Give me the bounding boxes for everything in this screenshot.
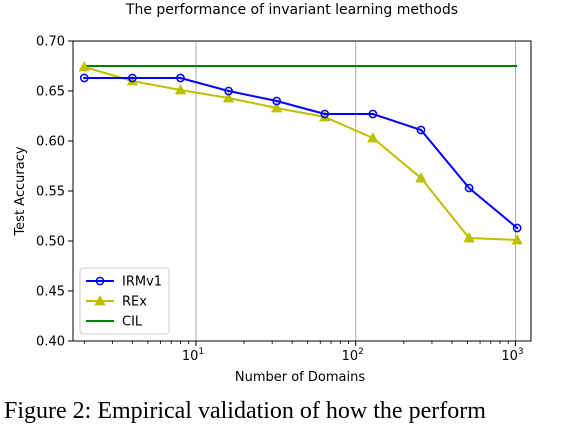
x-tick-exponent: 3 <box>518 347 524 357</box>
legend-label: IRMv1 <box>122 275 162 290</box>
irmv1-marker <box>176 73 185 83</box>
irmv1-marker <box>464 183 474 193</box>
irmv1-marker-dot <box>98 279 102 283</box>
grid <box>195 41 517 341</box>
rex-marker <box>78 61 90 72</box>
y-axis-label: Test Accuracy <box>13 146 28 236</box>
irmv1-marker <box>128 73 137 83</box>
rex-marker <box>222 92 235 103</box>
x-tick-label: 102 <box>342 347 364 364</box>
rex-marker <box>94 295 106 306</box>
irmv1-marker-dot <box>515 226 519 230</box>
irmv1-marker-dot <box>323 112 326 116</box>
irmv1-marker <box>224 86 233 96</box>
series-layer <box>78 61 523 245</box>
irmv1-marker <box>79 73 89 83</box>
rex-marker <box>174 84 187 95</box>
x-tick-label: 101 <box>182 347 204 364</box>
chart: The performance of invariant learning me… <box>13 2 532 385</box>
y-tick-label: 0.45 <box>36 285 65 300</box>
rex-line <box>83 66 518 241</box>
y-tick-label: 0.50 <box>36 235 65 250</box>
legend-item-cil: CIL <box>86 315 143 330</box>
series-irmv1 <box>79 73 522 233</box>
irmv1-marker-dot <box>419 128 423 132</box>
y-tick-label: 0.60 <box>36 135 65 150</box>
x-tick-base: 10 <box>342 349 359 364</box>
x-tick-base: 10 <box>182 349 199 364</box>
irmv1-marker <box>320 109 330 119</box>
x-tick-exponent: 2 <box>358 347 364 357</box>
rex-marker <box>511 234 523 245</box>
legend-item-rex: REx <box>86 295 147 310</box>
x-tick-exponent: 1 <box>198 347 204 357</box>
legend-label: CIL <box>122 315 143 330</box>
x-tick-label: 103 <box>501 347 523 364</box>
x-axis: 101 102 103 <box>83 341 524 364</box>
legend: IRMv1 REx CIL <box>79 267 170 335</box>
series-rex <box>78 61 523 245</box>
y-tick-label: 0.40 <box>36 335 65 350</box>
irmv1-marker-dot <box>275 99 278 103</box>
irmv1-marker <box>272 96 282 106</box>
rex-marker <box>367 132 379 143</box>
irmv1-marker-dot <box>179 76 182 80</box>
rex-marker <box>463 232 475 243</box>
irmv1-marker-dot <box>131 76 134 80</box>
irmv1-marker <box>95 276 105 286</box>
y-tick-label: 0.70 <box>36 35 65 50</box>
y-tick-label: 0.55 <box>36 185 65 200</box>
legend-label: REx <box>122 295 147 310</box>
x-tick-base: 10 <box>501 349 518 364</box>
x-axis-label: Number of Domains <box>235 370 365 385</box>
irmv1-marker-dot <box>371 112 375 116</box>
irmv1-marker <box>368 109 378 119</box>
rex-marker <box>270 102 283 113</box>
rex-marker <box>415 172 427 183</box>
y-axis: 0.40 0.45 0.50 0.55 0.60 0.65 0.70 <box>36 35 73 350</box>
irmv1-line <box>84 77 518 229</box>
irmv1-marker <box>416 125 426 135</box>
legend-item-irmv1: IRMv1 <box>86 275 162 290</box>
figure-caption: Figure 2: Empirical validation of how th… <box>4 398 486 424</box>
irmv1-marker-dot <box>227 89 230 93</box>
irmv1-marker <box>512 223 522 233</box>
irmv1-marker-dot <box>467 186 471 190</box>
chart-title: The performance of invariant learning me… <box>125 2 458 18</box>
y-tick-label: 0.65 <box>36 85 65 100</box>
irmv1-marker-dot <box>83 76 86 80</box>
